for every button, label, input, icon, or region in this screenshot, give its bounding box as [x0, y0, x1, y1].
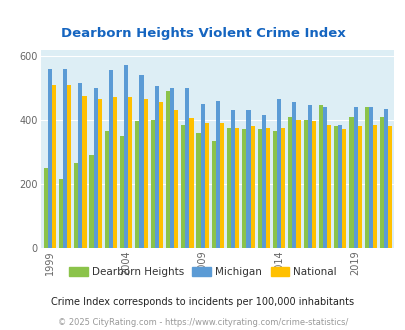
Bar [292, 102, 296, 248]
Bar [215, 101, 220, 248]
Bar [143, 99, 147, 248]
Bar [98, 99, 102, 248]
Bar [128, 97, 132, 248]
Bar [230, 110, 235, 248]
Bar [226, 128, 230, 248]
Bar [379, 116, 383, 248]
Bar [220, 123, 224, 248]
Bar [109, 70, 113, 248]
Bar [341, 129, 345, 248]
Bar [154, 86, 158, 248]
Bar [200, 104, 204, 248]
Bar [261, 115, 265, 248]
Bar [303, 120, 307, 248]
Bar [276, 99, 281, 248]
Bar [204, 123, 208, 248]
Bar [104, 131, 109, 248]
Bar [349, 116, 353, 248]
Bar [113, 97, 117, 248]
Bar [364, 107, 368, 248]
Text: Crime Index corresponds to incidents per 100,000 inhabitants: Crime Index corresponds to incidents per… [51, 297, 354, 307]
Bar [150, 120, 154, 248]
Bar [196, 133, 200, 248]
Bar [288, 116, 292, 248]
Bar [307, 105, 311, 248]
Bar [246, 110, 250, 248]
Bar [174, 110, 178, 248]
Bar [78, 83, 82, 248]
Bar [120, 136, 124, 248]
Bar [166, 91, 170, 248]
Bar [124, 65, 128, 248]
Bar [158, 102, 162, 248]
Bar [250, 126, 254, 248]
Bar [135, 121, 139, 248]
Bar [337, 124, 341, 248]
Bar [242, 129, 246, 248]
Bar [185, 88, 189, 248]
Bar [383, 109, 387, 248]
Bar [372, 124, 376, 248]
Bar [272, 131, 276, 248]
Bar [318, 105, 322, 248]
Bar [281, 128, 285, 248]
Bar [63, 69, 67, 248]
Bar [368, 107, 372, 248]
Bar [387, 126, 391, 248]
Bar [265, 128, 269, 248]
Bar [311, 121, 315, 248]
Bar [170, 88, 174, 248]
Bar [353, 107, 357, 248]
Bar [296, 120, 300, 248]
Bar [67, 84, 71, 248]
Bar [52, 84, 56, 248]
Text: © 2025 CityRating.com - https://www.cityrating.com/crime-statistics/: © 2025 CityRating.com - https://www.city… [58, 318, 347, 327]
Bar [93, 88, 98, 248]
Bar [89, 155, 93, 248]
Bar [257, 129, 261, 248]
Bar [74, 163, 78, 248]
Bar [235, 128, 239, 248]
Legend: Dearborn Heights, Michigan, National: Dearborn Heights, Michigan, National [64, 263, 341, 281]
Bar [48, 69, 52, 248]
Bar [211, 141, 215, 248]
Bar [82, 96, 86, 248]
Text: Dearborn Heights Violent Crime Index: Dearborn Heights Violent Crime Index [60, 27, 345, 40]
Bar [189, 118, 193, 248]
Bar [139, 75, 143, 248]
Bar [59, 179, 63, 248]
Bar [181, 124, 185, 248]
Bar [322, 107, 326, 248]
Bar [333, 126, 337, 248]
Bar [43, 168, 48, 248]
Bar [357, 126, 361, 248]
Bar [326, 124, 330, 248]
